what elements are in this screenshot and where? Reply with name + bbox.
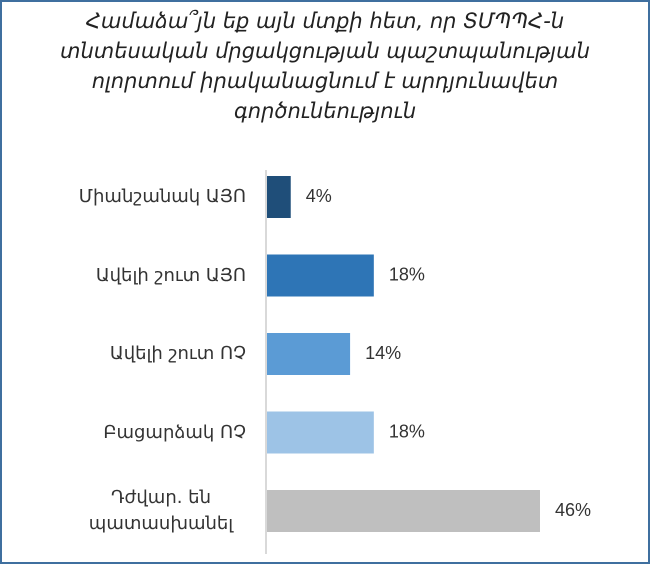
category-label: Բացարձակ ՈՉ xyxy=(103,421,246,443)
bar xyxy=(267,411,374,454)
value-label: 14% xyxy=(365,343,401,363)
category-label: Դժվար. են պատասխանել xyxy=(88,487,234,534)
value-label: 46% xyxy=(555,500,591,520)
bar xyxy=(267,333,351,375)
category-label: Ավելի շուտ ԱՅՈ xyxy=(95,264,246,286)
chart-title: Համաձա՞յն եք այն մտքի հետ, որ ՏՄՊՊՀ-ն տն… xyxy=(60,9,590,123)
value-label: 18% xyxy=(389,421,425,441)
bar xyxy=(267,254,374,297)
value-label: 18% xyxy=(389,264,425,284)
category-label: Ավելի շուտ ՈՉ xyxy=(109,343,246,364)
category-label: Միանշանակ ԱՅՈ xyxy=(78,186,246,207)
bar xyxy=(267,176,291,218)
bar xyxy=(267,490,540,532)
value-label: 4% xyxy=(306,186,332,206)
